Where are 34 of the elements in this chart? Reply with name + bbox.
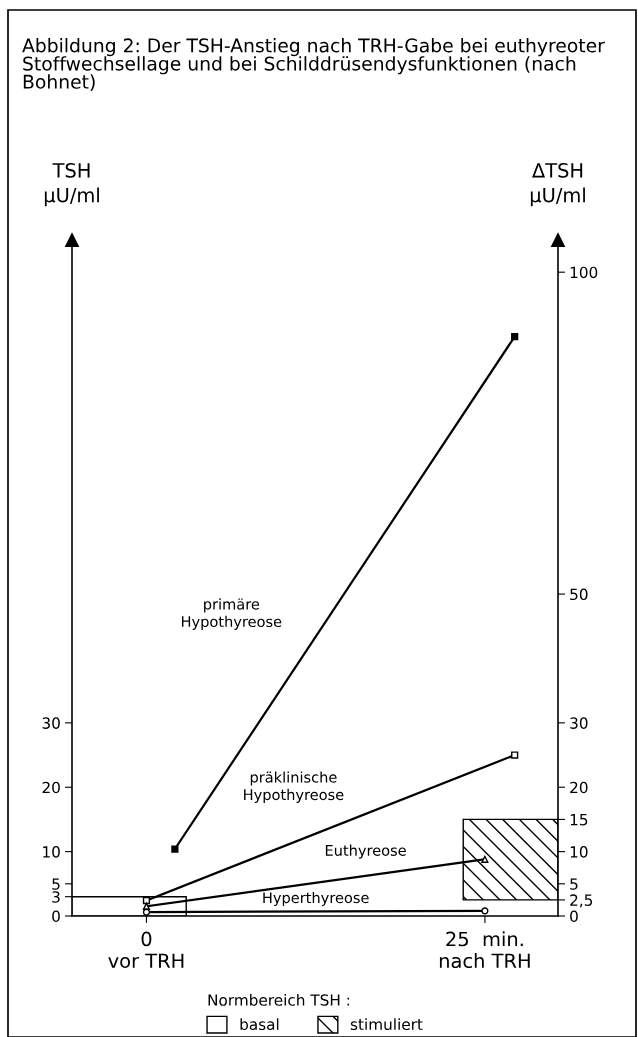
series-label: Hyperthyreose (263, 891, 369, 907)
point (142, 908, 151, 916)
point (171, 845, 179, 853)
y2-tick-label: 5 (570, 878, 578, 890)
series-label: präklinische Hypothyreose (244, 771, 344, 803)
y-tick-label: 0 (52, 910, 60, 923)
point (511, 751, 519, 759)
y2-tick-label: 50 (570, 588, 588, 601)
chart-title: Abbildung 2: Der TSH-Anstieg nach TRH-Gabe bei euthyreoter Stoffwechsellage und bei Schilddrüsendysfunktionen (nach Bohnet) (22, 38, 605, 92)
y-tick-label: 5 (52, 878, 60, 890)
point (481, 855, 489, 863)
y-tick-label: 30 (42, 717, 60, 729)
y2-tick-label: 10 (570, 846, 588, 858)
point (142, 896, 151, 905)
point (511, 332, 519, 341)
y2-tick-label: 20 (570, 781, 588, 794)
y2-axis-title: ΔTSH µU/ml (530, 163, 585, 207)
legend-title: Normbereich TSH : (208, 993, 350, 1006)
y2-tick-label: 2,5 (570, 894, 593, 908)
y2-tick-label: 15 (570, 814, 588, 826)
x-tick-label: 25 min. nach TRH (439, 931, 530, 969)
y2-tick-label: 100 (570, 266, 598, 279)
legend-label: basal (240, 1018, 279, 1031)
text: primäre Hypothyreose (181, 598, 282, 630)
point (481, 907, 489, 915)
x-tick-label: 0 vor TRH (108, 931, 184, 969)
y-tick-label: 10 (43, 846, 60, 858)
series-label: Euthyreose (325, 844, 406, 859)
y-tick-label: 3 (52, 891, 60, 903)
y-axis-title: TSH µU/ml (44, 163, 99, 207)
legend-label: stimuliert (350, 1018, 423, 1031)
y2-tick-label: 30 (570, 717, 588, 729)
y2-tick-label: 0 (570, 910, 578, 923)
y-tick-label: 20 (42, 781, 60, 794)
